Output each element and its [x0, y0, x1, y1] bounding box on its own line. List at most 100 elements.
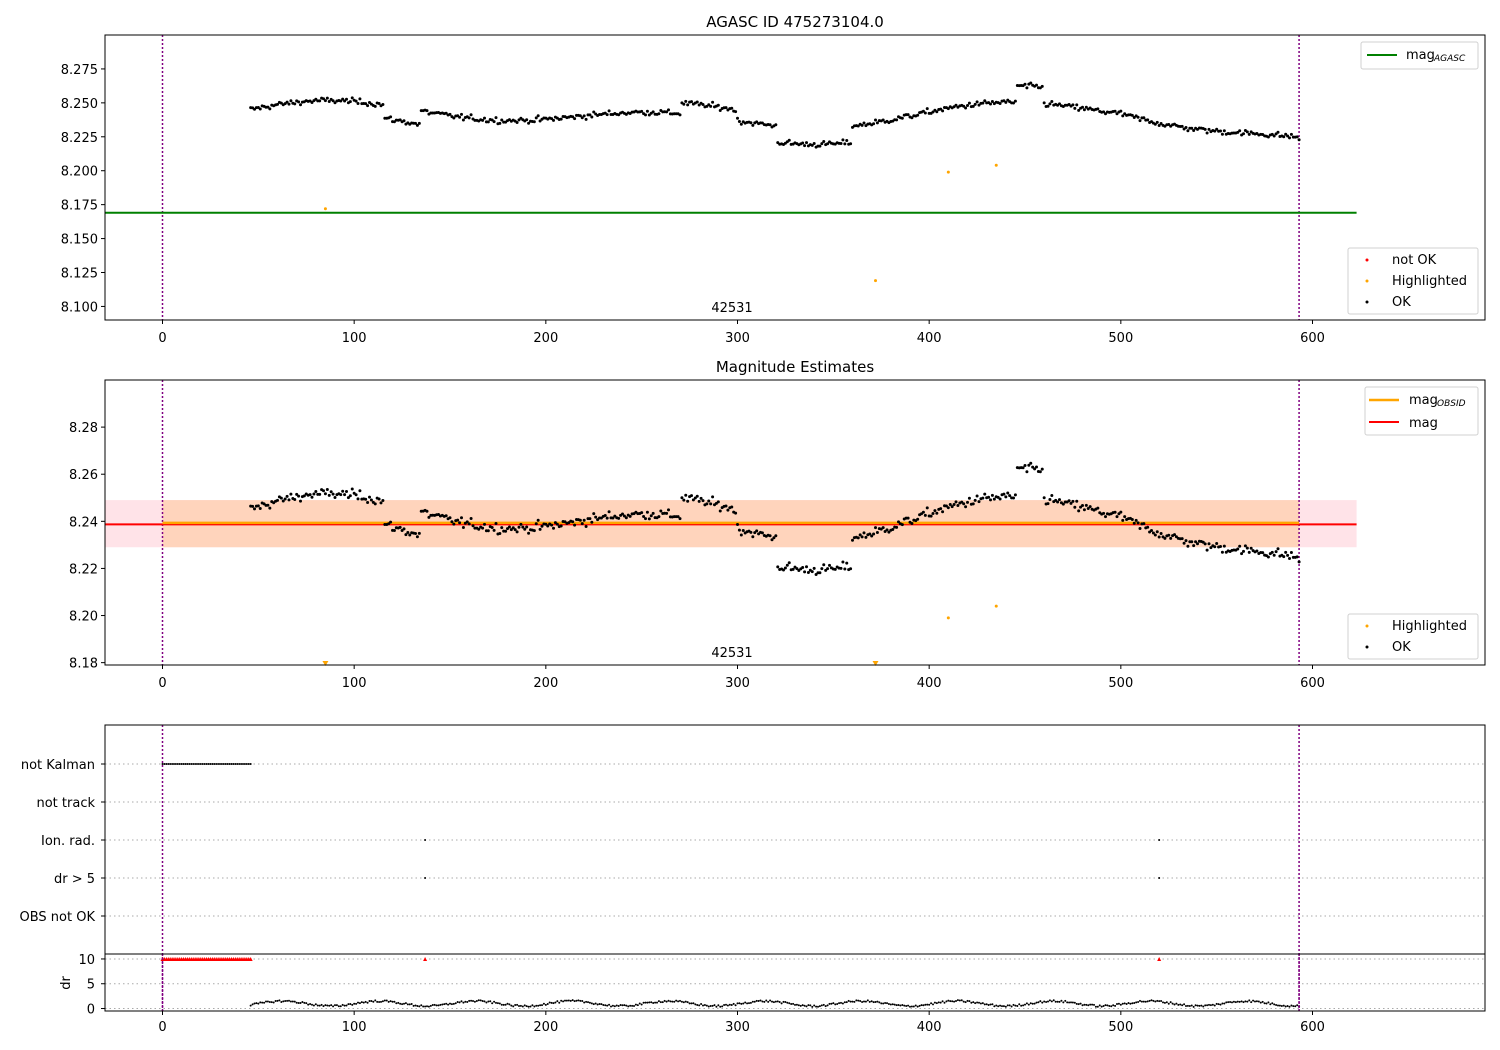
ok-point — [467, 116, 471, 120]
ok-point — [718, 108, 722, 112]
dr-point — [1154, 1000, 1157, 1003]
dr-point — [535, 1004, 538, 1007]
ok-point — [818, 571, 822, 575]
ok-point — [498, 121, 502, 125]
ok-point — [659, 509, 663, 513]
dr-point — [861, 1001, 864, 1004]
dr-point — [765, 999, 768, 1002]
ok-point — [1220, 132, 1224, 136]
ok-point — [1167, 533, 1171, 537]
ok-point — [935, 110, 939, 114]
ok-point — [820, 567, 824, 571]
dr-point — [809, 1004, 812, 1007]
ok-point — [860, 123, 864, 127]
ok-point — [414, 121, 417, 125]
dr-point — [590, 1002, 593, 1005]
ok-point — [327, 493, 331, 497]
dr-point — [866, 999, 869, 1002]
dr-point — [1133, 1001, 1136, 1004]
ok-point — [716, 500, 720, 504]
ok-point — [1249, 546, 1253, 550]
dr-point — [811, 1005, 814, 1008]
ok-point — [944, 504, 948, 508]
ok-point — [1180, 537, 1184, 541]
dr-point — [573, 1000, 576, 1003]
ok-point — [527, 531, 531, 535]
ok-point — [856, 536, 860, 540]
dr-point — [1098, 1004, 1101, 1007]
dr-point — [1173, 1003, 1176, 1006]
dr-point — [516, 1003, 519, 1006]
ok-point — [734, 511, 738, 515]
dr-point — [1250, 1001, 1253, 1004]
ok-point — [1192, 544, 1196, 548]
ok-point — [644, 113, 647, 117]
dr-point — [531, 1004, 534, 1007]
dr-point — [926, 1003, 929, 1006]
not-kalman-point — [167, 763, 170, 765]
dr-point — [805, 1005, 808, 1008]
ok-point — [906, 113, 910, 117]
ok-point — [492, 120, 496, 124]
dr-point — [895, 1004, 898, 1007]
ok-point — [1004, 100, 1008, 104]
dr-point — [841, 1002, 844, 1005]
dr-point — [820, 1004, 823, 1007]
ok-point — [299, 103, 302, 107]
ok-point — [582, 114, 586, 118]
dr-point — [993, 1005, 996, 1008]
ok-point — [506, 527, 509, 531]
ok-point — [925, 506, 929, 510]
ok-point — [1222, 544, 1226, 548]
dr-point — [1112, 1004, 1115, 1007]
ok-point — [323, 99, 327, 103]
ok-point — [469, 113, 473, 117]
x-tick-label: 600 — [1300, 331, 1325, 346]
ok-point — [774, 123, 778, 127]
dr-point — [1261, 1000, 1264, 1003]
dr-point — [1194, 1004, 1197, 1007]
ok-point — [588, 517, 592, 521]
ok-point — [1023, 464, 1027, 468]
dr-point — [652, 1002, 655, 1005]
ok-point — [1113, 109, 1117, 113]
x-tick-label: 200 — [533, 1020, 558, 1035]
ok-point — [1184, 539, 1188, 543]
ok-point — [1035, 83, 1038, 87]
panel-1-legend-lines: mag AGASC — [1360, 41, 1479, 70]
dr-point — [778, 1000, 781, 1003]
dr-point — [847, 999, 850, 1002]
dr-point — [560, 999, 563, 1002]
not-kalman-point — [222, 763, 225, 765]
ok-point — [954, 103, 958, 107]
dr-point — [1144, 1000, 1147, 1003]
dr-point — [999, 1004, 1002, 1007]
ok-point — [588, 113, 592, 117]
ok-point — [592, 110, 596, 114]
ok-point — [281, 499, 285, 503]
ok-point — [684, 99, 688, 103]
dr-point — [1140, 1000, 1143, 1003]
ok-point — [973, 498, 977, 502]
dr-point — [1114, 1004, 1117, 1007]
dr-point — [1116, 1002, 1118, 1005]
dr-point — [985, 1003, 988, 1006]
ok-point — [1123, 515, 1127, 519]
ok-point — [1138, 119, 1142, 123]
dr-point — [418, 1005, 421, 1008]
y-tick-label: 8.26 — [69, 468, 98, 483]
not-kalman-point — [171, 763, 174, 765]
ok-point — [812, 142, 816, 146]
dr-point — [749, 1001, 752, 1004]
dr-point — [1060, 999, 1063, 1002]
dr-point — [358, 1002, 361, 1005]
dr-point — [648, 1001, 651, 1004]
dr-point — [406, 1003, 409, 1006]
dr-point — [1225, 1001, 1228, 1004]
ok-point — [1113, 510, 1117, 514]
ok-point — [1205, 131, 1209, 135]
dr-point — [690, 1002, 693, 1005]
ok-point — [971, 502, 975, 506]
dr-point — [301, 1000, 304, 1003]
